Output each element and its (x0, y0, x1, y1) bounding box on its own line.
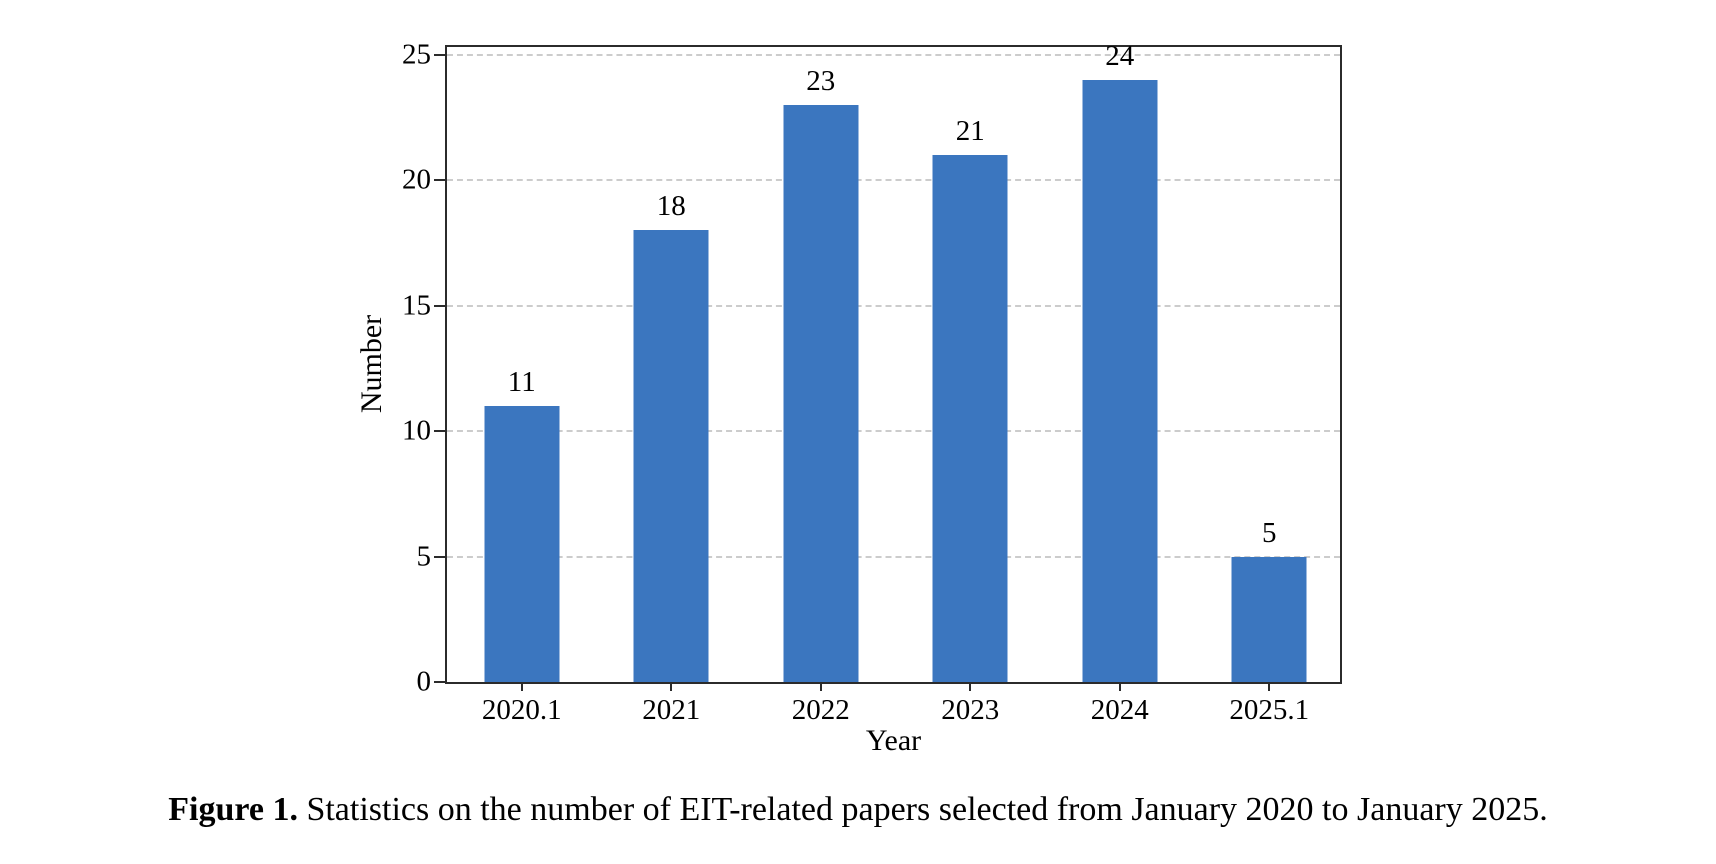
x-tick-mark (819, 682, 822, 691)
y-tick-mark (434, 430, 445, 432)
bar-value-label: 23 (806, 64, 836, 97)
gridline (447, 304, 1340, 307)
x-tick-label: 2021 (642, 694, 701, 726)
y-tick-mark (434, 304, 445, 307)
x-axis-title: Year (865, 724, 922, 757)
x-tick-mark (520, 682, 523, 691)
y-tick-label: 25 (402, 38, 431, 70)
y-tick-mark (434, 179, 445, 181)
y-tick-label: 0 (416, 665, 432, 698)
bar (783, 104, 859, 682)
y-tick-label: 15 (402, 289, 431, 321)
gridline (447, 555, 1340, 558)
bar-column: 21 2023 (896, 47, 1046, 725)
bar-value-label: 11 (507, 365, 536, 398)
y-axis-title: Number (355, 314, 388, 414)
bar-column: 24 2024 (1045, 41, 1195, 725)
y-tick-mark (434, 681, 445, 683)
x-tick-mark (1118, 682, 1121, 691)
figure-caption-label: Figure 1. (168, 791, 298, 828)
y-tick-label: 10 (402, 414, 431, 447)
bar-column: 5 2025.1 (1195, 47, 1345, 725)
x-tick-mark (1268, 682, 1271, 691)
bar-value-label: 18 (656, 190, 686, 223)
y-tick-label: 5 (416, 540, 432, 572)
bar-value-label: 5 (1262, 516, 1277, 549)
y-tick-mark (434, 555, 445, 558)
gridline (447, 430, 1340, 432)
bar (633, 230, 709, 682)
bar (484, 405, 560, 682)
figure-caption-text: Statistics on the number of EIT-related … (306, 791, 1548, 828)
gridline (447, 179, 1340, 181)
bar (1231, 556, 1307, 682)
x-tick-label: 2022 (791, 694, 850, 726)
bar-value-label: 24 (1105, 39, 1135, 72)
x-tick-mark (670, 682, 673, 691)
bar-column: 23 2022 (746, 47, 896, 725)
x-tick-label: 2020.1 (481, 694, 562, 726)
bar (1082, 79, 1158, 682)
y-tick-label: 20 (402, 163, 431, 196)
plot-area: 0 5 10 15 20 25 11 2020.1 18 2021 23 2022 21 2023 24 20… (402, 40, 1345, 725)
bar-value-label: 21 (955, 114, 985, 147)
figure-caption: Figure 1. Statistics on the number of EI… (0, 788, 1716, 832)
x-tick-mark (969, 682, 972, 691)
x-tick-label: 2023 (941, 694, 1000, 726)
gridline (447, 53, 1340, 56)
bar (932, 154, 1008, 682)
y-tick-mark (434, 53, 445, 56)
x-tick-label: 2024 (1090, 694, 1149, 726)
x-tick-label: 2025.1 (1229, 694, 1310, 726)
bar-column: 11 2020.1 (447, 47, 597, 724)
bar-column: 18 2021 (597, 47, 747, 725)
